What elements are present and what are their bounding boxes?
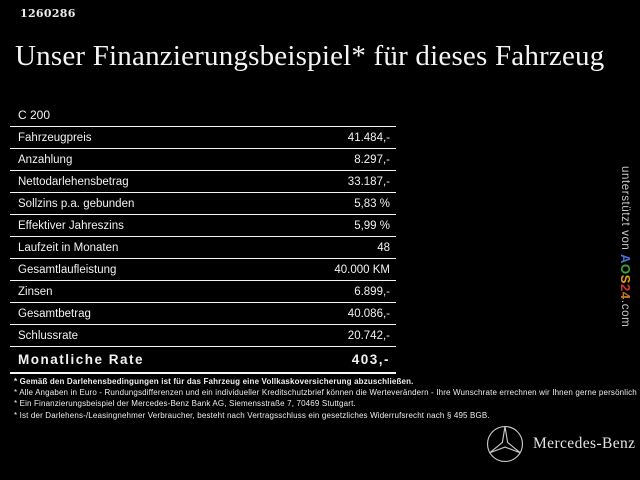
footnote-line: * Alle Angaben in Euro - Rundungsdiffere…: [14, 387, 637, 397]
row-value: 33.187,-: [347, 175, 390, 188]
watermark-vertical-text: unterstützt von AOS24.com: [618, 166, 633, 327]
brand-letter: S: [618, 274, 633, 285]
table-total-row: Monatliche Rate 403,-: [10, 346, 396, 374]
row-label: Effektiver Jahreszins: [18, 219, 124, 232]
table-row: Fahrzeugpreis 41.484,-: [10, 127, 396, 149]
row-label: Sollzins p.a. gebunden: [18, 197, 135, 210]
footnote-line: * Ein Finanzierungsbeispiel der Mercedes…: [14, 398, 356, 408]
table-row: Gesamtbetrag 40.086,-: [10, 303, 396, 325]
row-value: 48: [377, 241, 390, 254]
page-title: Unser Finanzierungsbeispiel* für dieses …: [15, 40, 605, 72]
row-label: Nettodarlehensbetrag: [18, 175, 129, 188]
row-label: Zinsen: [18, 285, 53, 298]
total-row-value: 403,-: [351, 352, 390, 367]
brand-letter: A: [618, 254, 633, 265]
total-row-label: Monatliche Rate: [18, 352, 145, 367]
row-value: 41.484,-: [347, 131, 390, 144]
mercedes-brand-block: Mercedes-Benz: [486, 425, 635, 463]
row-value: 5,99 %: [354, 219, 390, 232]
offer-id-number: 1260286: [20, 7, 76, 20]
table-row: Anzahlung 8.297,-: [10, 149, 396, 171]
table-row: Sollzins p.a. gebunden 5,83 %: [10, 193, 396, 215]
finance-table: C 200 Fahrzeugpreis 41.484,- Anzahlung 8…: [10, 103, 396, 374]
row-value: 20.742,-: [347, 329, 390, 342]
model-label: C 200: [18, 107, 51, 122]
table-row: Gesamtlaufleistung 40.000 KM: [10, 259, 396, 281]
table-row: Laufzeit in Monaten 48: [10, 237, 396, 259]
footnote-line: * Ist der Darlehens-/Leasingnehmer Verbr…: [14, 411, 490, 421]
row-label: Gesamtlaufleistung: [18, 263, 117, 276]
brand-letter: 4: [618, 292, 633, 300]
mercedes-logo-text: Mercedes-Benz: [533, 435, 636, 452]
row-label: Fahrzeugpreis: [18, 131, 92, 144]
row-value: 8.297,-: [354, 153, 390, 166]
brand-letter: O: [618, 264, 633, 275]
aos24-brand-text: AOS24: [618, 254, 633, 300]
table-header-model: C 200: [10, 103, 396, 127]
row-value: 40.000 KM: [334, 263, 390, 276]
table-row: Effektiver Jahreszins 5,99 %: [10, 215, 396, 237]
watermark-prefix: unterstützt von: [619, 166, 631, 255]
row-label: Laufzeit in Monaten: [18, 241, 119, 254]
row-label: Schlussrate: [18, 329, 79, 342]
row-label: Gesamtbetrag: [18, 307, 91, 320]
row-value: 6.899,-: [354, 285, 390, 298]
row-value: 40.086,-: [347, 307, 390, 320]
row-label: Anzahlung: [18, 153, 73, 166]
row-value: 5,83 %: [354, 197, 390, 210]
mercedes-star-icon: [486, 425, 524, 463]
table-row: Schlussrate 20.742,-: [10, 325, 396, 347]
table-row: Nettodarlehensbetrag 33.187,-: [10, 171, 396, 193]
footnote-line: * Gemäß den Darlehensbedingungen ist für…: [14, 377, 414, 386]
footnotes: * Gemäß den Darlehensbedingungen ist für…: [14, 377, 640, 422]
watermark-suffix: .com: [619, 299, 631, 328]
table-body: Fahrzeugpreis 41.484,- Anzahlung 8.297,-…: [10, 127, 396, 347]
brand-letter: 2: [618, 284, 633, 293]
table-row: Zinsen 6.899,-: [10, 281, 396, 303]
